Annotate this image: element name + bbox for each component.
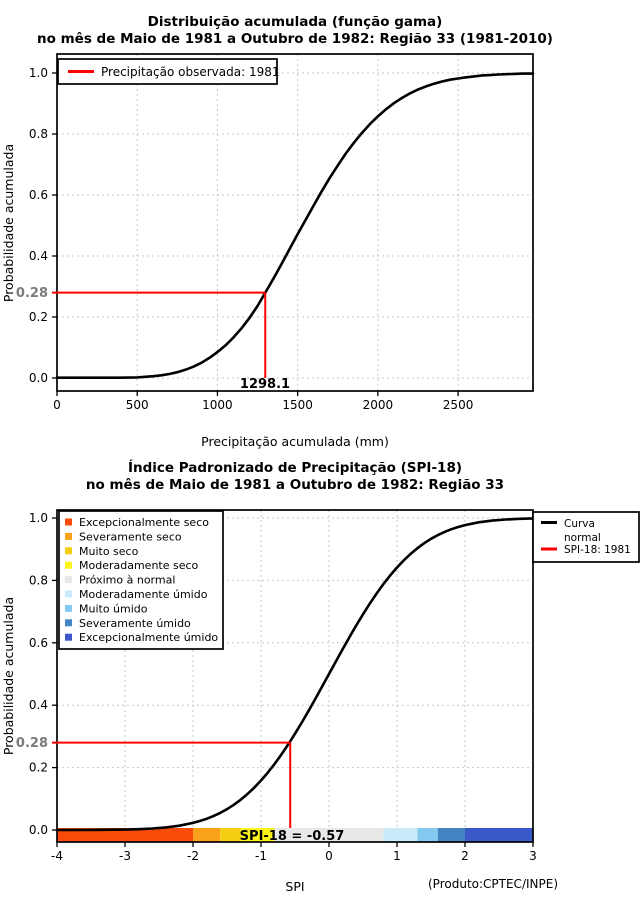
spi-color-bar-segment	[383, 828, 418, 842]
top-plot-box	[56, 53, 534, 392]
spi-legend-label: SPI-18: 1981	[564, 544, 631, 556]
x-tick-label: -2	[187, 849, 199, 863]
top-chart: Distribuição acumulada (função gama) no …	[1, 14, 553, 449]
category-legend-marker	[65, 633, 72, 641]
bottom-curve	[55, 517, 535, 832]
top-chart-title: Distribuição acumulada (função gama)	[148, 14, 443, 30]
x-tick-label: 1000	[202, 398, 233, 412]
top-legend-label: Precipitação observada: 1981	[101, 65, 279, 79]
top-chart-subtitle: no mês de Maio de 1981 a Outubro de 1982…	[37, 31, 553, 47]
x-tick-label: 0	[325, 849, 333, 863]
bottom-chart-subtitle: no mês de Maio de 1981 a Outubro de 1982…	[86, 477, 504, 493]
spi-color-bar-segment	[240, 828, 275, 842]
curve-legend-label-line2: normal	[564, 532, 601, 544]
y-tick-label: 0.2	[29, 761, 48, 775]
category-legend-marker	[65, 619, 72, 627]
category-legend-label: Severamente úmido	[79, 617, 191, 630]
y-tick-label: 0.6	[29, 636, 48, 650]
x-tick-label: -4	[51, 849, 63, 863]
x-tick-label: 2500	[443, 398, 474, 412]
bottom-ref-prob-label: 0.28	[16, 736, 48, 751]
x-tick-label: 3	[529, 849, 537, 863]
product-footnote: (Produto:CPTEC/INPE)	[428, 877, 558, 891]
normal-cdf-curve	[55, 517, 535, 832]
curve-legend-label-line1: Curva	[564, 518, 595, 530]
x-tick-label: -3	[119, 849, 131, 863]
y-tick-label: 1.0	[29, 511, 48, 525]
top-legend: Precipitação observada: 1981	[57, 58, 279, 85]
spi-color-bar-segment	[437, 828, 465, 842]
category-legend-marker	[65, 604, 72, 612]
category-legend-label: Excepcionalmente úmido	[79, 631, 218, 644]
spi-color-bar-segment	[57, 828, 193, 842]
category-legend-marker	[65, 576, 72, 584]
category-legend-marker	[65, 547, 72, 555]
spi-color-bar	[57, 828, 533, 842]
spi-color-bar-segment	[465, 828, 533, 842]
spi-color-bar-segment	[193, 828, 221, 842]
x-tick-label: 1	[393, 849, 401, 863]
bottom-ticks: -4 -3 -2 -1 0 1 2 3 0.0 0.2 0.4 0.6 0.8 1.0	[29, 511, 537, 863]
top-y-axis-label: Probabilidade acumulada	[1, 144, 16, 302]
spi-value-annotation: SPI-18 = -0.57	[240, 829, 345, 844]
y-tick-label: 0.8	[29, 127, 48, 141]
y-tick-label: 0.4	[29, 249, 48, 263]
bottom-y-axis-label: Probabilidade acumulada	[1, 597, 16, 755]
bottom-chart: Índice Padronizado de Precipitação (SPI-…	[1, 459, 640, 894]
x-tick-label: 500	[126, 398, 149, 412]
top-ticks: 0 500 1000 1500 2000 2500 0.0 0.2 0.4 0.6 0.8 1.0	[29, 66, 473, 412]
category-legend-marker	[65, 590, 72, 598]
bottom-chart-title: Índice Padronizado de Precipitação (SPI-…	[128, 459, 462, 476]
category-legend-label: Próximo à normal	[79, 574, 175, 587]
y-tick-label: 0.0	[29, 371, 48, 385]
top-legend-box	[57, 58, 278, 85]
category-legend-label: Moderadamente úmido	[79, 588, 208, 601]
category-legend-label: Severamente seco	[79, 530, 182, 543]
bottom-line-legend-box	[532, 511, 640, 563]
category-legend-label: Moderadamente seco	[79, 559, 199, 572]
bottom-plot-box	[56, 509, 534, 843]
category-legend-label: Excepcionalmente seco	[79, 516, 209, 529]
top-grid	[56, 54, 533, 391]
category-legend-marker	[65, 532, 72, 540]
y-tick-label: 0.0	[29, 823, 48, 837]
category-legend-label: Muito seco	[79, 545, 139, 558]
x-tick-label: -1	[255, 849, 267, 863]
top-ref-prob-label: 0.28	[16, 286, 48, 301]
x-tick-label: 2000	[363, 398, 394, 412]
spi-color-bar-segment	[274, 828, 384, 842]
spi-color-bar-segment	[417, 828, 438, 842]
category-legend-marker	[65, 518, 72, 526]
y-tick-label: 0.6	[29, 188, 48, 202]
top-curve	[55, 72, 535, 380]
x-tick-label: 2	[461, 849, 469, 863]
y-tick-label: 0.8	[29, 573, 48, 587]
x-tick-label: 0	[53, 398, 61, 412]
spi-category-legend-box	[58, 510, 224, 650]
bottom-reference	[52, 741, 292, 828]
gamma-cdf-curve	[55, 72, 535, 380]
top-x-axis-label: Precipitação acumulada (mm)	[201, 434, 389, 449]
top-ref-precip-label: 1298.1	[240, 377, 290, 392]
y-tick-label: 0.2	[29, 310, 48, 324]
spi-color-bar-segment	[220, 828, 241, 842]
y-tick-label: 0.4	[29, 698, 48, 712]
y-tick-label: 1.0	[29, 66, 48, 80]
bottom-line-legend: Curva normal SPI-18: 1981	[532, 511, 640, 563]
top-reference	[52, 291, 267, 378]
category-legend-marker	[65, 561, 72, 569]
x-tick-label: 1500	[282, 398, 313, 412]
category-legend-label: Muito úmido	[79, 602, 148, 615]
bottom-x-axis-label: SPI	[285, 879, 304, 894]
